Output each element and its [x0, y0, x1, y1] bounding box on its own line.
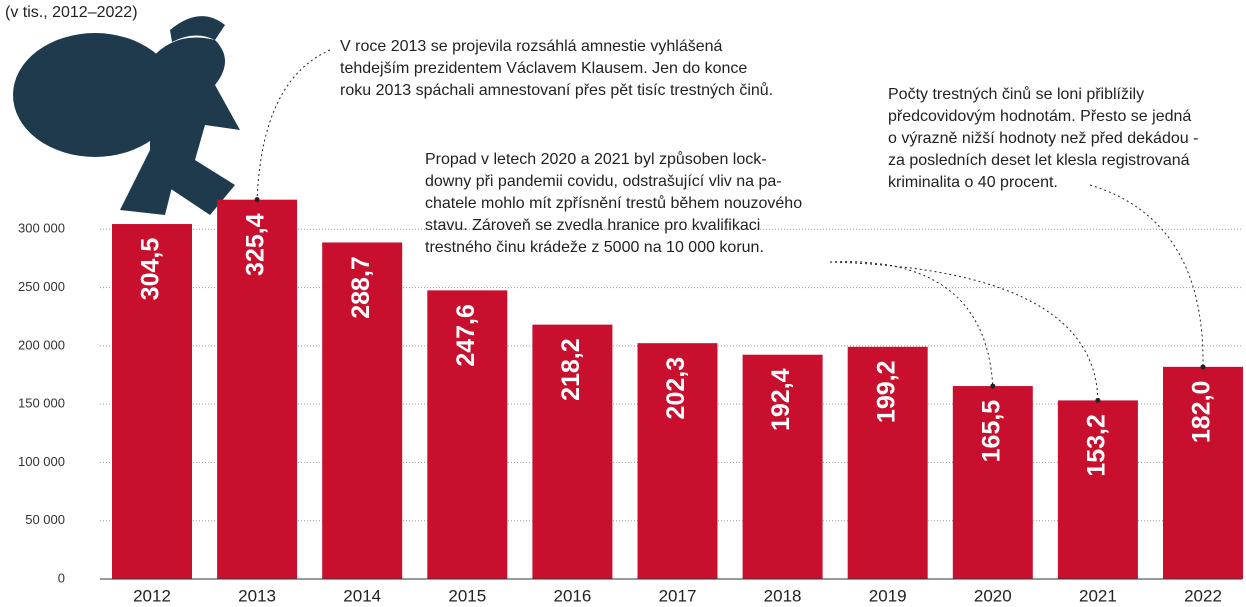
arrow-dot	[1095, 397, 1101, 403]
bar	[427, 290, 508, 579]
y-tick-label: 150 000	[18, 396, 65, 411]
x-tick-label: 2012	[133, 586, 171, 605]
bar	[742, 354, 823, 579]
y-tick-label: 0	[58, 570, 65, 585]
x-tick-label: 2019	[869, 586, 907, 605]
bar	[217, 199, 298, 579]
value-label: 304,5	[137, 238, 165, 301]
chart-subtitle: (v tis., 2012–2022)	[5, 4, 138, 21]
annotation-arrow	[829, 261, 1099, 401]
arrow-dot	[990, 383, 996, 389]
annotation: kriminalita o 40 procent.	[888, 174, 1058, 191]
y-tick-label: 300 000	[18, 221, 65, 236]
value-label: 182,0	[1188, 381, 1216, 444]
x-tick-label: 2021	[1079, 586, 1117, 605]
x-tick-label: 2015	[448, 586, 486, 605]
bar	[847, 346, 928, 579]
annotation: stavu. Zároveň se zvedla hranice pro kva…	[425, 217, 760, 234]
bar	[112, 224, 192, 580]
value-label: 165,5	[977, 400, 1005, 463]
x-tick-label: 2016	[553, 586, 591, 605]
y-tick-label: 50 000	[25, 512, 65, 527]
arrow-dot	[254, 197, 260, 203]
value-label: 247,6	[452, 304, 480, 367]
y-tick-label: 100 000	[18, 454, 65, 469]
annotation: V roce 2013 se projevila rozsáhlá amnest…	[340, 38, 723, 55]
x-tick-label: 2020	[974, 586, 1012, 605]
y-tick-label: 200 000	[18, 337, 65, 352]
annotation-arrow	[256, 49, 331, 200]
y-tick-label: 250 000	[18, 279, 65, 294]
x-tick-label: 2018	[764, 586, 802, 605]
bar	[637, 343, 718, 579]
bar	[1163, 366, 1243, 579]
arrow-dot	[1200, 364, 1206, 370]
annotation: Počty trestných činů se loni přiblížily	[888, 85, 1144, 103]
x-tick-label: 2022	[1184, 586, 1222, 605]
x-tick-label: 2014	[343, 586, 381, 605]
x-tick-label: 2017	[659, 586, 697, 605]
annotation-arrow	[1089, 184, 1204, 367]
value-label: 192,4	[767, 368, 795, 431]
annotation: chatele mohlo mít zpřísnění trestů během…	[425, 194, 802, 212]
annotation: Propad v letech 2020 a 2021 byl způsoben…	[425, 150, 767, 168]
x-tick-label: 2013	[238, 586, 276, 605]
annotation: trestného činu krádeže z 5000 na 10 000 …	[425, 239, 764, 256]
value-label: 325,4	[242, 213, 270, 276]
value-label: 153,2	[1083, 414, 1111, 477]
bar	[1057, 400, 1138, 579]
annotation: tehdejším prezidentem Václavem Klausem. …	[340, 60, 747, 77]
annotation: o výrazně nižší hodnoty než před dekádou…	[888, 130, 1198, 147]
bar	[322, 242, 403, 579]
annotation: za posledních deset let klesla registrov…	[888, 152, 1190, 169]
annotation: downy při pandemii covidu, odstrašující …	[425, 173, 782, 190]
annotation: předcovidovým hodnotám. Přesto se jedná	[888, 108, 1191, 125]
bar	[532, 324, 613, 579]
thief-icon	[13, 16, 240, 215]
value-label: 199,2	[872, 361, 900, 424]
annotation: roku 2013 spáchali amnestovaní přes pět …	[340, 81, 773, 99]
value-label: 218,2	[557, 338, 585, 401]
bar	[952, 386, 1033, 579]
value-label: 288,7	[347, 256, 375, 319]
value-label: 202,3	[662, 357, 690, 420]
